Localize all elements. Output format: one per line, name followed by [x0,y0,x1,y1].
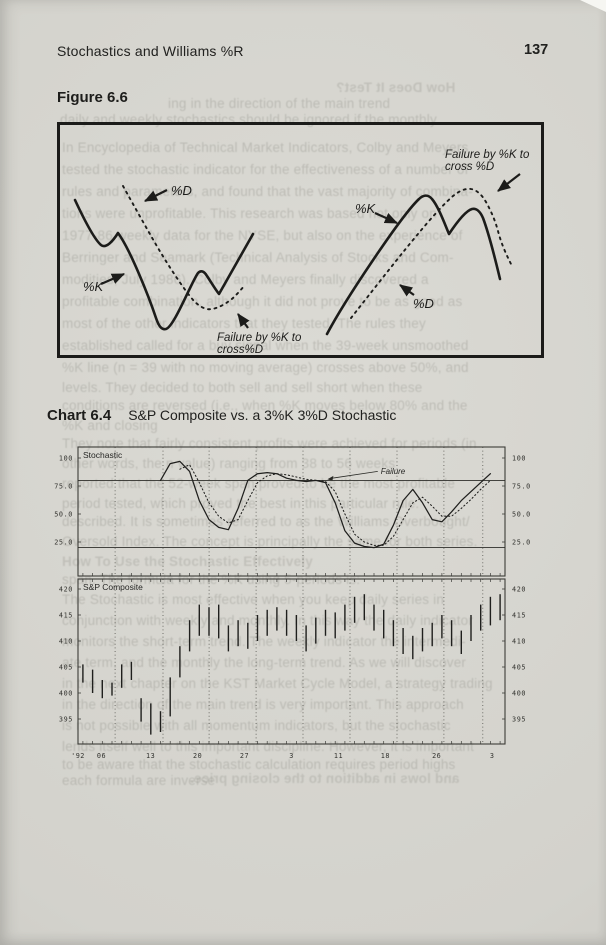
bleedthrough-text: and lows in addition to the closing pric… [190,771,460,786]
figure-6-6: %D %K Failure by %K to cross%D %K Failur… [57,122,544,358]
failure-arrowhead [327,475,334,481]
bleedthrough-text: is not possible with all momentum indica… [62,718,451,733]
ytick-label-left: 405 [59,664,73,672]
arrow-failure-left [237,313,250,329]
label-d-left: %D [171,183,192,198]
ytick-label-left: 75.0 [54,483,73,491]
ytick-label-right: 395 [512,716,526,724]
ytick-label-left: 420 [59,586,73,594]
bleedthrough-text: Berringer and Seamark (Technical Analysi… [62,250,454,265]
bleedthrough-text: The Stochastic is most effective when yo… [62,592,445,607]
ytick-label-right: 50.0 [512,511,530,519]
panel-border [77,446,506,577]
bleedthrough-text: 1977-86 weekly data for the NYSE, but al… [62,228,463,243]
failure-annotation: Failure [381,467,406,476]
ytick-label-left: 395 [59,716,73,724]
bleedthrough-text: How To Use the Stochastic Effectively [62,554,313,569]
ytick-label-right: 100 [512,455,526,463]
page-corner [580,0,606,12]
ytick-label-right: 405 [512,664,526,672]
ytick-label-right: 75.0 [512,483,530,491]
label-failure-left-1: Failure by %K to [217,332,302,344]
bleedthrough-text: %K line (n = 39 with no moving average) … [62,360,469,375]
ytick-label-left: 100 [59,455,73,463]
bleedthrough-text: modities, July 1986). Colby and Meyers f… [62,272,429,287]
k-line-left [73,198,255,331]
bleedthrough-text: to be aware that the stochastic calculat… [62,757,456,772]
xtick-label: 27 [240,752,249,760]
bleedthrough-text: How Does It Test? [336,80,456,95]
xtick-label: 26 [432,752,441,760]
ytick-label-left: 415 [59,612,73,620]
bleedthrough-text: other words, the n value) ranging from 3… [62,456,396,471]
arrow-to-d-right [399,284,415,297]
d-line-left [122,185,245,311]
arrow-to-k-left [100,272,126,286]
bleedthrough-text: profitable combination, although it did … [62,294,463,309]
arrow-to-d-left [144,189,168,202]
bleedthrough-text: conditions are reversed (i.e., when %K m… [62,398,468,413]
label-d-right: %D [413,296,434,311]
ytick-label-right: 410 [512,638,526,646]
label-failure-left-2: cross%D [217,344,263,355]
xtick-label: 3 [490,752,495,760]
xtick-label: 06 [97,752,106,760]
figure-label: Figure 6.6 [57,89,128,106]
xtick-label: '92 [71,752,85,760]
xtick-label: 13 [146,752,155,760]
bleedthrough-text: monitors the short-term trend. The weekl… [62,634,466,649]
bleedthrough-text: described. It is sometimes referred to a… [62,514,470,529]
label-k-right: %K [355,201,377,216]
chart-caption-row: Chart 6.4 S&P Composite vs. a 3%K 3%D St… [47,407,396,424]
bleedthrough-text: tested the stochastic indicator for the … [62,162,469,177]
page-number: 137 [524,42,549,58]
figure-drawing: %D %K Failure by %K to cross%D %K Failur… [73,149,530,355]
ytick-label-right: 400 [512,690,526,698]
ytick-label-left: 25.0 [54,539,73,547]
xtick-label: 3 [289,752,294,760]
ytick-label-left: 400 [59,690,73,698]
ytick-label-right: 25.0 [512,539,530,547]
ytick-label-right: 415 [512,612,526,620]
chart-canvas: Stochastic 100 100 75.0 75.0 50.0 50.0 25.0 25.0… [40,443,530,773]
k-series-line [159,460,492,549]
bleedthrough-text: levels. They decided to both sell and se… [62,380,423,395]
bleedthrough-text: rules and parameters, and found that the… [62,184,473,199]
running-header: Stochastics and Williams %R [57,43,244,59]
bleedthrough-text: In Encyclopedia of Technical Market Indi… [62,140,469,155]
chart-label: Chart 6.4 [47,407,112,424]
label-failure-right-2: cross %D [445,161,494,173]
label-k-left: %K [83,279,105,294]
chart-svg: Stochastic 100 100 75.0 75.0 50.0 50.0 25.0 25.0… [54,446,530,760]
chart-caption: S&P Composite vs. a 3%K 3%D Stochastic [128,407,397,423]
k-line-right [325,194,502,336]
failure-pointer [331,471,378,479]
panel-border [77,578,506,745]
bleedthrough-text: Oversold Index. The concept is principal… [62,534,478,549]
bleedthrough-text: ing in the direction of the main trend [168,96,391,111]
xtick-label: 18 [381,752,390,760]
ytick-label-left: 410 [59,638,73,646]
xtick-label: 11 [334,752,343,760]
bleedthrough-text: tions were unprofitable. This research w… [62,206,437,221]
arrow-to-k-right [374,211,399,225]
arrow-failure-right [497,173,521,192]
d-series-line [179,464,491,546]
bleedthrough-text: lends itself well to this important disc… [62,739,475,754]
ytick-label-left: 50.0 [54,511,73,519]
panel-title: S&P Composite [83,582,143,592]
label-failure-right-1: Failure by %K to [445,149,530,161]
xtick-label: 20 [193,752,202,760]
bleedthrough-text: period tested, which proved the best in … [62,496,420,511]
ytick-label-right: 420 [512,586,526,594]
panel-title: Stochastic [83,450,123,460]
bleedthrough-text: %K and closing [62,418,158,433]
bleedthrough-text: established called for a buy signal when… [62,338,469,353]
d-line-right [350,187,512,319]
bleedthrough-text: in the direction of the main trend is ve… [62,697,464,712]
bleedthrough-text: each formula are inverse [62,773,216,788]
